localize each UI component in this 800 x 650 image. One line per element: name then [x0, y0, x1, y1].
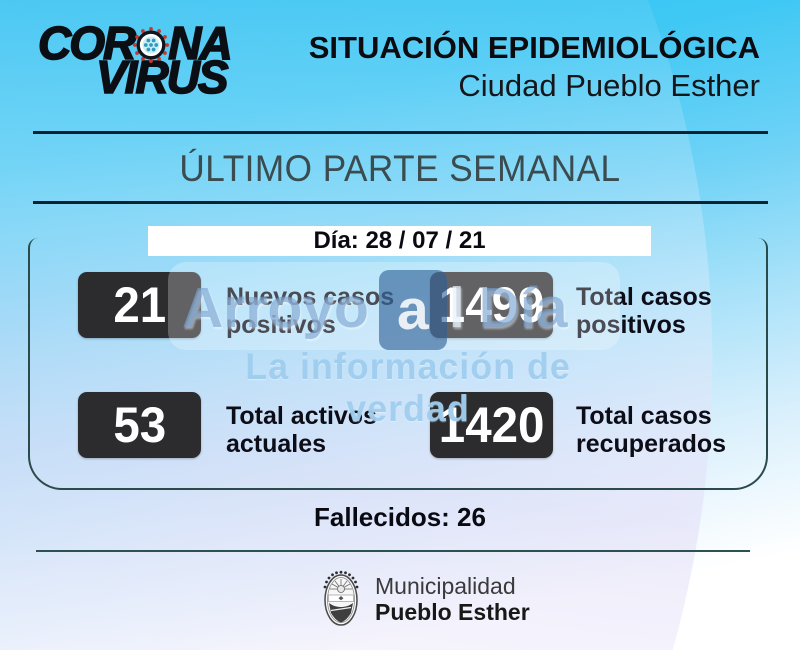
section-title: ÚLTIMO PARTE SEMANAL — [179, 148, 621, 189]
page-title: SITUACIÓN EPIDEMIOLÓGICA — [308, 30, 760, 65]
page-subtitle: Ciudad Pueblo Esther — [458, 67, 760, 103]
stat-label-recovered-cases: Total casos recuperados — [576, 402, 727, 458]
stat-label-active-cases: Total activos actuales — [226, 402, 377, 458]
municipal-crest-icon — [323, 570, 359, 626]
coronavirus-logo: COR NA — [37, 17, 233, 103]
logo-line-1: COR NA — [37, 17, 233, 69]
top-divider-line — [33, 131, 768, 134]
municipality-name-line2: Pueblo Esther — [375, 599, 530, 625]
stat-label-total-positive-cases: Total casos positivos — [576, 283, 712, 339]
section-divider-line — [33, 201, 768, 204]
logo-text-pre: COR — [37, 17, 137, 69]
municipality-logo: Municipalidad Pueblo Esther — [320, 570, 530, 628]
stat-value-active-cases: 53 — [78, 392, 201, 458]
municipality-name: Municipalidad Pueblo Esther — [375, 573, 530, 626]
footer-divider-line — [36, 550, 750, 552]
deaths-count-text: Fallecidos: 26 — [314, 502, 486, 532]
logo-line-2: VIRUS — [95, 51, 229, 103]
municipality-name-line1: Municipalidad — [375, 572, 516, 599]
stat-label-new-positive-cases: Nuevos casos positivos — [226, 283, 395, 339]
stats-panel-border — [28, 238, 768, 490]
report-date-bar: Día: 28 / 07 / 21 — [148, 226, 651, 256]
stat-value-recovered-cases: 1420 — [430, 392, 553, 458]
logo-text-post: NA — [167, 17, 233, 69]
header-title-block: SITUACIÓN EPIDEMIOLÓGICA Ciudad Pueblo E… — [308, 30, 760, 104]
coronavirus-icon — [133, 27, 170, 63]
stat-value-new-positive-cases: 21 — [78, 272, 201, 338]
stat-value-total-positive-cases: 1499 — [430, 272, 553, 338]
